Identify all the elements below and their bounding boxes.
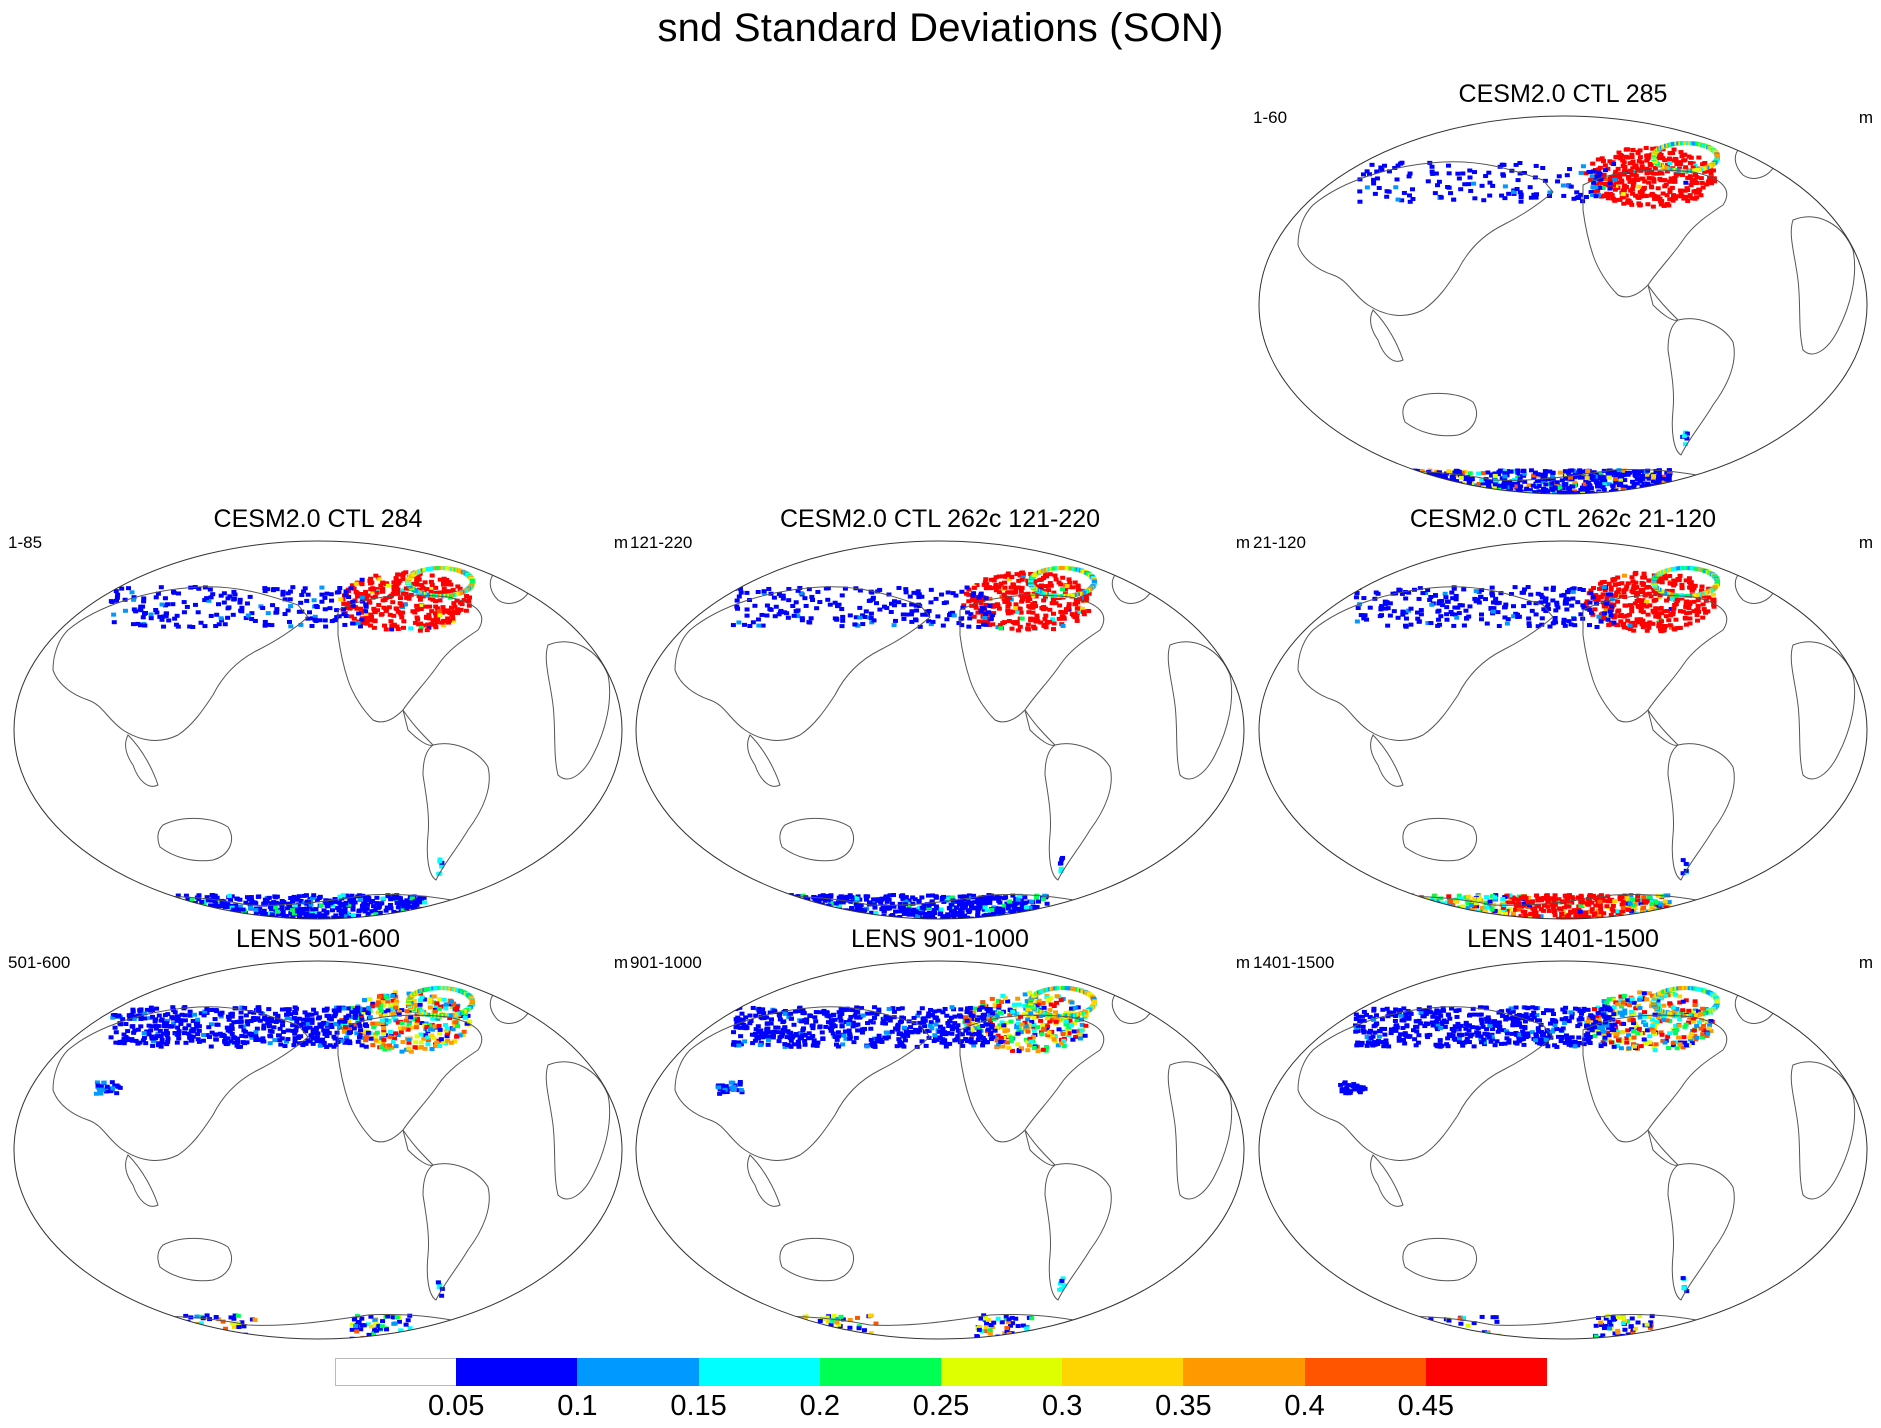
- colorbar-tick-label: 0.1: [557, 1390, 598, 1422]
- robinson-map: [1258, 540, 1868, 920]
- colorbar-tick-label: 0.05: [427, 1390, 485, 1422]
- colorbar-tick-label: 0.3: [1042, 1390, 1083, 1422]
- panel-title: LENS 501-600: [235, 925, 400, 953]
- panel-units-label: m: [1858, 533, 1873, 552]
- map-panel: CESM2.0 CTL 262c 21-120 21-120 m: [1253, 505, 1873, 925]
- panel-title: CESM2.0 CTL 262c 121-220: [779, 505, 1101, 533]
- panel-years-label: 901-1000: [630, 953, 702, 972]
- panel-units-label: m: [1235, 533, 1250, 552]
- panel-years-label: 1-60: [1253, 108, 1288, 127]
- colorbar-tick-label: 0.2: [799, 1390, 840, 1422]
- robinson-map: [13, 540, 623, 920]
- colorbar-tick-label: 0.25: [912, 1390, 970, 1422]
- panel-units-label: m: [613, 533, 628, 552]
- panel-units-label: m: [1858, 953, 1873, 972]
- robinson-map: [635, 540, 1245, 920]
- robinson-map: [1258, 115, 1868, 495]
- colorbar-box: [456, 1358, 578, 1386]
- colorbar-box: [819, 1358, 942, 1386]
- colorbar-box: [1304, 1358, 1427, 1386]
- panel-units-label: m: [613, 953, 628, 972]
- colorbar-box: [335, 1358, 457, 1386]
- map-panel: LENS 901-1000 901-1000 m: [630, 925, 1250, 1345]
- colorbar-box: [1425, 1358, 1548, 1386]
- robinson-map: [1258, 960, 1868, 1340]
- panel-years-label: 501-600: [8, 953, 71, 972]
- panel-years-label: 21-120: [1253, 533, 1306, 552]
- panel-title: CESM2.0 CTL 285: [1458, 80, 1668, 108]
- colorbar-box: [577, 1358, 700, 1386]
- panel-title: LENS 901-1000: [851, 925, 1029, 953]
- colorbar: [335, 1358, 1548, 1386]
- panel-title: CESM2.0 CTL 284: [213, 505, 423, 533]
- colorbar-tick-label: 0.45: [1397, 1390, 1455, 1422]
- panel-years-label: 1-85: [8, 533, 43, 552]
- map-panel: CESM2.0 CTL 285 1-60 m: [1253, 80, 1873, 500]
- robinson-map: [13, 960, 623, 1340]
- panel-title: CESM2.0 CTL 262c 21-120: [1409, 505, 1717, 533]
- panel-title: LENS 1401-1500: [1467, 925, 1659, 953]
- colorbar-box: [941, 1358, 1063, 1386]
- panel-units-label: m: [1858, 108, 1873, 127]
- map-panel: CESM2.0 CTL 284 1-85 m: [8, 505, 628, 925]
- panel-years-label: 121-220: [630, 533, 693, 552]
- panel-years-label: 1401-1500: [1253, 953, 1335, 972]
- panel-units-label: m: [1235, 953, 1250, 972]
- robinson-map: [635, 960, 1245, 1340]
- map-panel: LENS 501-600 501-600 m: [8, 925, 628, 1345]
- colorbar-box: [1062, 1358, 1184, 1386]
- colorbar-tick-label: 0.4: [1284, 1390, 1325, 1422]
- map-panel: LENS 1401-1500 1401-1500 m: [1253, 925, 1873, 1345]
- figure-title: snd Standard Deviations (SON): [657, 6, 1224, 50]
- colorbar-box: [698, 1358, 821, 1386]
- colorbar-box: [1183, 1358, 1306, 1386]
- map-panel: CESM2.0 CTL 262c 121-220 121-220 m: [630, 505, 1250, 925]
- colorbar-tick-label: 0.15: [670, 1390, 727, 1422]
- colorbar-tick-label: 0.35: [1155, 1390, 1212, 1422]
